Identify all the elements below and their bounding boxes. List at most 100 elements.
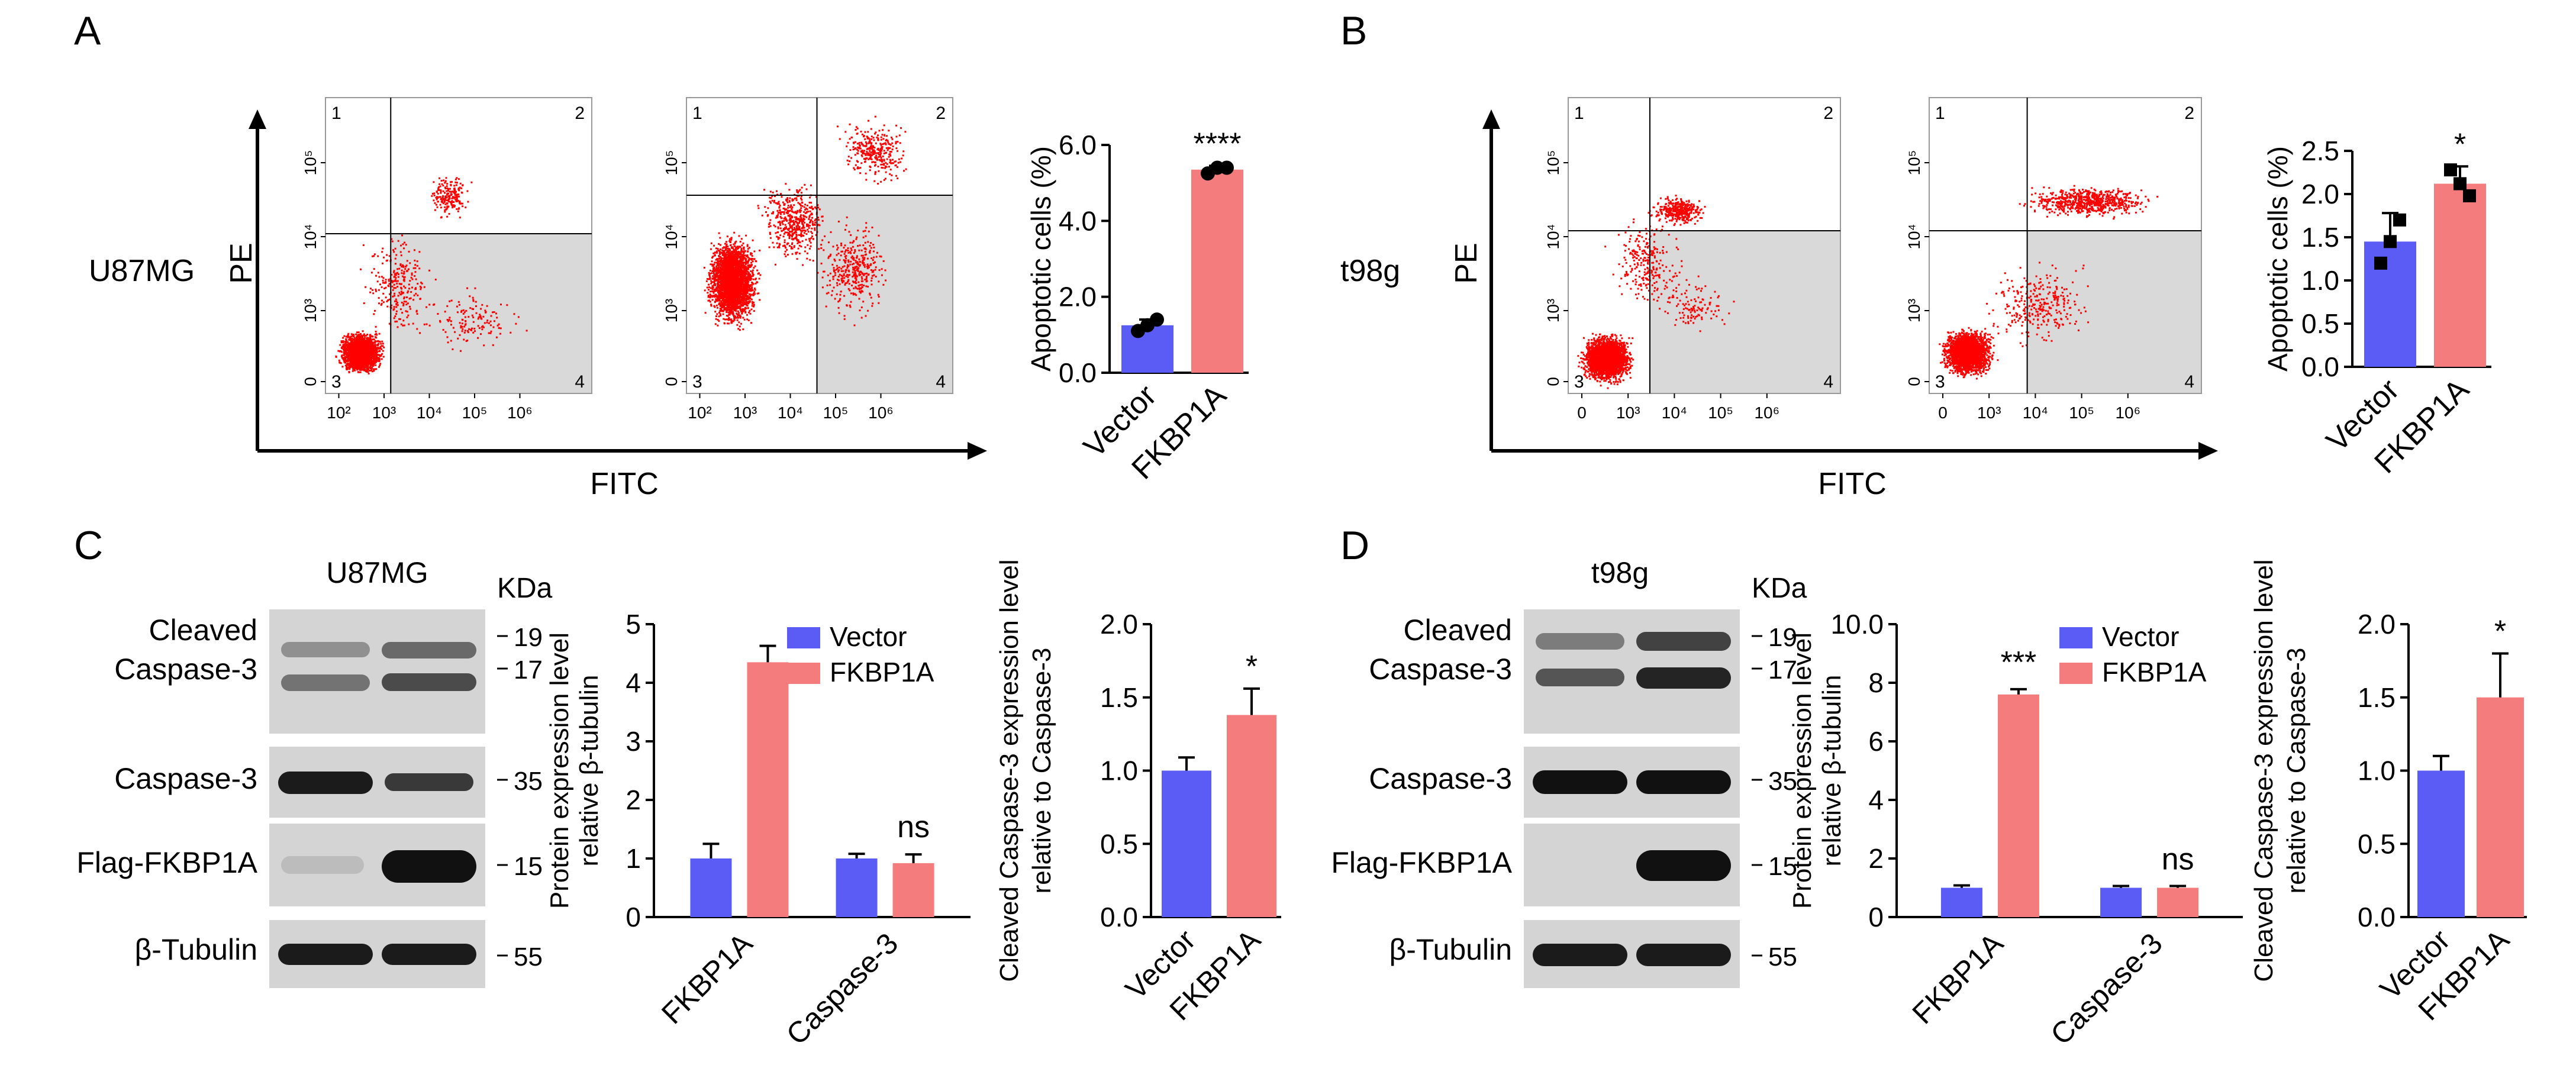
x-tick-label: 10² — [327, 404, 350, 422]
legend-swatch-fkbp1a — [2059, 663, 2093, 684]
legend-swatch-vector — [787, 627, 820, 648]
cell-line-label: t98g — [1591, 556, 1649, 589]
y-axis-label-line1: Cleaved Caspase-3 expression level — [995, 559, 1024, 982]
bar-vector — [2364, 241, 2416, 367]
x-tick-label: Caspase-3 — [2044, 927, 2169, 1051]
marker-label: 19 — [1768, 623, 1797, 652]
y-tick-label: 1.5 — [2358, 682, 2396, 713]
protein-band — [1533, 944, 1627, 966]
y-tick-label: 1.0 — [1100, 756, 1138, 786]
x-tick-label: 10⁴ — [778, 404, 803, 422]
y-tick-label: 10⁵ — [1905, 150, 1923, 176]
blot-strip — [269, 609, 485, 734]
data-point — [2393, 213, 2406, 227]
protein-band — [1536, 669, 1624, 686]
y-tick-label: 1.5 — [2301, 222, 2339, 253]
y-tick-label: 10⁴ — [301, 224, 320, 249]
marker-label: 35 — [514, 767, 543, 796]
bar-fkbp1a — [1997, 694, 2039, 917]
kda-label: KDa — [1752, 573, 1807, 604]
legend-swatch-fkbp1a — [787, 663, 820, 684]
y-axis-label-line2: relative to Caspase-3 — [1027, 648, 1056, 894]
row-label-flag: Flag-FKBP1A — [1331, 846, 1512, 879]
protein-band — [382, 642, 476, 659]
marker-label: 15 — [514, 852, 543, 881]
legend-label-vector: Vector — [2102, 621, 2179, 652]
panel-label-a: A — [74, 8, 101, 53]
quadrant-2-label: 2 — [2184, 104, 2194, 123]
bar-vector — [1940, 887, 1982, 917]
y-tick-label: 1.0 — [2358, 756, 2396, 786]
y-tick-label: 3 — [626, 726, 641, 757]
protein-band — [385, 773, 473, 791]
y-axis-label-line1: Protein expression level — [1788, 632, 1817, 909]
marker-label: 19 — [514, 623, 543, 652]
x-tick-label: 0 — [1577, 404, 1587, 422]
x-tick-label: 10³ — [1616, 404, 1640, 422]
flow-plot-u87-fkbp1a: 1 2 3 4 10² 10³ 10⁴ 10⁵ 10⁶ 0 10³ 10⁴ 10⁵ — [662, 97, 953, 422]
x-tick-label: FKBP1A — [1906, 927, 2010, 1031]
fitc-axis-label-b: FITC — [1818, 467, 1887, 501]
x-tick-label: Caspase-3 — [780, 927, 905, 1051]
x-tick-label: 10⁶ — [2115, 404, 2140, 422]
legend-label-vector: Vector — [830, 621, 907, 652]
x-tick-label: 10⁶ — [507, 404, 533, 422]
blot-u87: U87MG KDa Cleaved Caspase-3 Caspase-3 Flag-FK… — [76, 556, 553, 988]
y-tick-label: 2.0 — [2301, 179, 2339, 209]
quadrant-1-label: 1 — [692, 104, 702, 123]
y-tick-label: 6.0 — [1059, 130, 1097, 160]
x-tick-label: 10⁴ — [1662, 404, 1687, 422]
row-label-caspase-3: Caspase-3 — [1369, 762, 1512, 795]
protein-band — [278, 944, 373, 965]
quadrant-4-label: 4 — [936, 372, 946, 392]
quadrant-1-label: 1 — [331, 104, 341, 123]
event-dots — [1577, 195, 1735, 389]
y-tick-label: 0.0 — [1059, 357, 1097, 388]
marker-label: 55 — [514, 942, 543, 971]
quadrant-4-label: 4 — [1823, 372, 1833, 392]
flow-panel-a: U87MG PE FITC — [89, 109, 987, 501]
y-tick-label: 0 — [1905, 377, 1923, 386]
x-tick-label: FKBP1A — [655, 927, 759, 1031]
y-tick-label: 0.5 — [2301, 308, 2339, 339]
y-tick-label: 1 — [626, 843, 641, 874]
data-point — [2374, 256, 2387, 270]
x-tick-label: 0 — [1938, 404, 1948, 422]
quadrant-3-label: 3 — [1935, 372, 1945, 392]
quadrant-1-label: 1 — [1574, 104, 1584, 123]
bar-fkbp1a — [2157, 887, 2199, 917]
y-tick-label: 0 — [1868, 902, 1884, 932]
y-axis-label-line1: Cleaved Caspase-3 expression level — [2249, 559, 2278, 982]
bar-vector — [690, 858, 732, 917]
data-point — [1140, 318, 1155, 333]
y-tick-label: 10³ — [662, 299, 681, 322]
y-tick-label: 10⁵ — [1544, 150, 1562, 176]
x-tick-label: 10⁵ — [462, 404, 488, 422]
quadrant-2-label: 2 — [575, 104, 585, 123]
y-tick-label: 0.0 — [2301, 351, 2339, 382]
quadrant-4-shading — [1650, 231, 1840, 393]
x-tick-label: 10⁶ — [868, 404, 894, 422]
flow-panel-b: t98g PE FITC — [1340, 109, 2218, 501]
y-tick-label: 10⁴ — [1544, 224, 1562, 249]
y-axis-label: Apoptotic cells (%) — [2262, 146, 2293, 372]
marker-label: 55 — [1768, 942, 1797, 971]
kda-label: KDa — [497, 573, 553, 604]
bar-chart-d2: 0.0 0.5 1.0 1.5 2.0 Cleaved Caspase-3 express… — [2249, 559, 2527, 1027]
data-point — [1210, 160, 1224, 175]
protein-band — [382, 944, 476, 965]
marker-label: 17 — [1768, 656, 1797, 685]
y-tick-label: 4 — [626, 667, 641, 698]
panel-label-c: C — [74, 523, 103, 568]
y-tick-label: 4 — [1868, 785, 1884, 815]
plot-frame — [1929, 97, 2202, 394]
quadrant-3-label: 3 — [331, 372, 341, 392]
quadrant-3-label: 3 — [1574, 372, 1584, 392]
y-axis-label-line1: Protein expression level — [545, 632, 574, 909]
y-tick-label: 0.5 — [1100, 828, 1138, 859]
row-label-cleaved: Cleaved — [149, 614, 257, 647]
y-tick-label: 10³ — [1905, 299, 1923, 322]
bar-fkbp1a — [892, 863, 934, 917]
row-label-tubulin: β-Tubulin — [1389, 933, 1512, 966]
panel-label-b: B — [1340, 8, 1367, 53]
